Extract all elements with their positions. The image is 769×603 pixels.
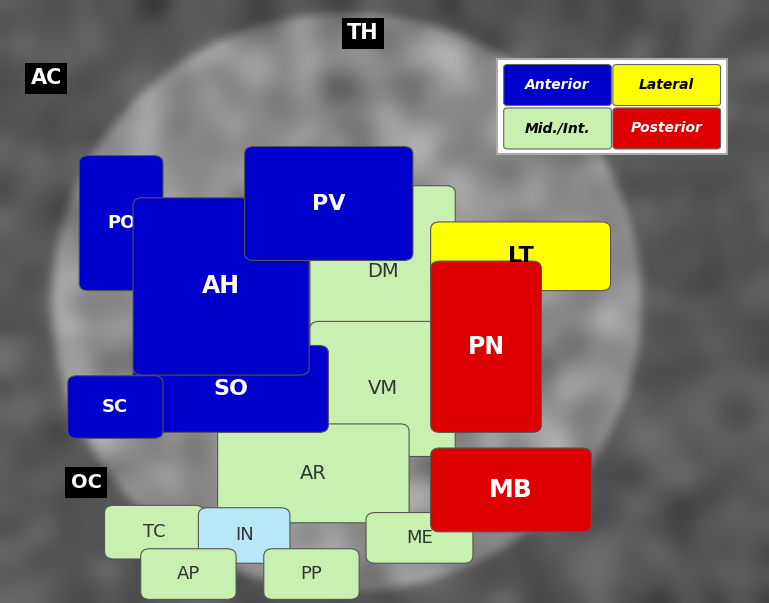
Text: AP: AP: [177, 565, 200, 583]
Text: SO: SO: [213, 379, 248, 399]
FancyBboxPatch shape: [218, 424, 409, 523]
Text: SC: SC: [102, 398, 128, 416]
FancyBboxPatch shape: [264, 549, 359, 599]
Text: AC: AC: [31, 68, 62, 89]
FancyBboxPatch shape: [310, 186, 455, 357]
Text: PP: PP: [301, 565, 322, 583]
Text: Posterior: Posterior: [631, 121, 703, 136]
FancyBboxPatch shape: [133, 346, 328, 432]
FancyBboxPatch shape: [504, 108, 611, 149]
FancyBboxPatch shape: [366, 513, 473, 563]
Text: PO: PO: [107, 214, 135, 232]
Text: Anterior: Anterior: [525, 78, 590, 92]
Text: Lateral: Lateral: [639, 78, 694, 92]
Text: AH: AH: [202, 274, 240, 298]
FancyBboxPatch shape: [105, 505, 204, 559]
FancyBboxPatch shape: [613, 108, 721, 149]
FancyBboxPatch shape: [141, 549, 236, 599]
FancyBboxPatch shape: [613, 65, 721, 106]
Text: DM: DM: [367, 262, 398, 281]
Text: IN: IN: [235, 526, 254, 545]
Text: Mid./Int.: Mid./Int.: [524, 121, 591, 136]
FancyBboxPatch shape: [68, 376, 163, 438]
Text: TH: TH: [347, 23, 379, 43]
Text: MB: MB: [489, 478, 533, 502]
Text: OC: OC: [71, 473, 102, 492]
FancyBboxPatch shape: [79, 156, 163, 291]
Text: LT: LT: [508, 246, 534, 267]
Text: TC: TC: [143, 523, 165, 541]
FancyBboxPatch shape: [431, 448, 591, 532]
Text: ME: ME: [406, 529, 433, 547]
Text: VM: VM: [368, 379, 398, 399]
FancyBboxPatch shape: [497, 59, 727, 154]
Text: PV: PV: [312, 194, 345, 213]
FancyBboxPatch shape: [431, 261, 541, 432]
FancyBboxPatch shape: [245, 147, 413, 260]
Text: AR: AR: [300, 464, 327, 483]
FancyBboxPatch shape: [504, 65, 611, 106]
FancyBboxPatch shape: [431, 222, 611, 291]
FancyBboxPatch shape: [198, 508, 290, 563]
Text: PN: PN: [468, 335, 504, 359]
FancyBboxPatch shape: [310, 321, 455, 456]
FancyBboxPatch shape: [133, 198, 309, 375]
